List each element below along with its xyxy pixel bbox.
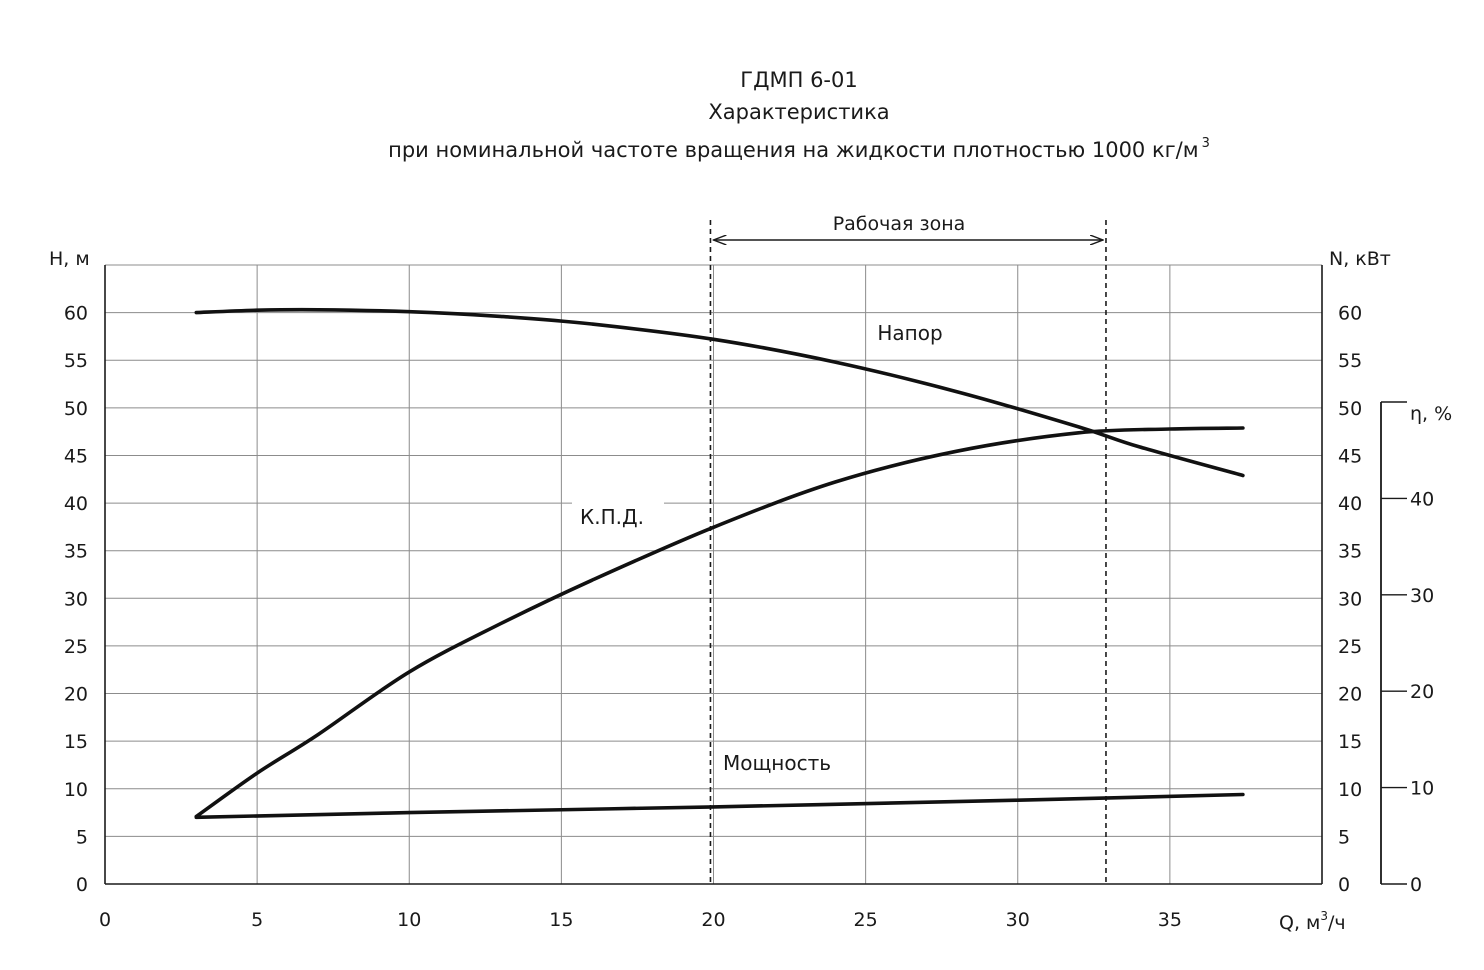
x-tick-label: 15 [549,909,573,931]
y-tick-label-left: 15 [64,731,88,753]
y-tick-label-right: 0 [1338,874,1350,896]
working-zone-label: Рабочая зона [833,213,966,235]
power-curve [194,792,1245,820]
x-tick-label: 10 [397,909,421,931]
x-axis-title-main: Q, м [1279,912,1320,934]
grid [105,264,1322,884]
x-tick-label: 20 [701,909,725,931]
y-tick-label-right: 60 [1338,303,1362,325]
y-axis-left-title: Н, м [49,248,90,270]
x-tick-label: 30 [1006,909,1030,931]
y-tick-label-left: 5 [76,826,88,848]
y-tick-label-right: 25 [1338,636,1362,658]
power-curve-label-bg [715,748,853,778]
efficiency-curve-label: К.П.Д. [580,505,644,529]
y-tick-label-left: 45 [64,445,88,467]
y-tick-label-right: 55 [1338,350,1362,372]
y-tick-label-right: 40 [1338,493,1362,515]
y-tick-label-left: 20 [64,684,88,706]
working-zone: Рабочая зона [709,213,1107,884]
y-tick-label-left: 30 [64,588,88,610]
x-tick-label: 25 [854,909,878,931]
y-tick-label-left: 40 [64,493,88,515]
power-curve-label: Мощность [723,751,831,775]
eta-tick-label: 20 [1410,681,1434,703]
chart-titles: ГДМП 6-01 Характеристика при номинальной… [0,0,1484,190]
x-tick-label: 35 [1158,909,1182,931]
y-tick-label-right: 45 [1338,445,1362,467]
chart-conditions-sup: 3 [1201,136,1210,151]
eta-tick-label: 0 [1410,874,1422,896]
eta-axis-title: η, % [1410,403,1452,425]
y-tick-label-right: 35 [1338,541,1362,563]
y-tick-label-left: 0 [76,874,88,896]
x-axis-title-suffix: /ч [1328,912,1346,934]
head-curve-label: Напор [877,321,942,345]
head-curve-label-bg [872,318,948,348]
y-tick-label-left: 60 [64,303,88,325]
y-tick-label-right: 30 [1338,588,1362,610]
x-tick-label: 0 [99,909,111,931]
y-axis-right-title: N, кВт [1329,248,1391,270]
x-tick-label: 5 [251,909,263,931]
y-tick-label-left: 35 [64,541,88,563]
eta-tick-label: 40 [1410,488,1434,510]
y-tick-label-right: 50 [1338,398,1362,420]
y-tick-label-left: 25 [64,636,88,658]
chart-conditions: при номинальной частоте вращения на жидк… [0,136,1484,162]
y-tick-label-right: 5 [1338,826,1350,848]
y-tick-label-left: 10 [64,779,88,801]
eta-tick-label: 10 [1410,778,1434,800]
chart-subtitle: Характеристика [708,100,890,124]
y-tick-label-left: 50 [64,398,88,420]
axes [104,265,1407,885]
efficiency-curve [194,426,1245,819]
chart-title: ГДМП 6-01 [740,68,858,92]
series [194,307,1245,820]
x-axis-title-sup: 3 [1320,909,1328,923]
head-curve [194,307,1245,478]
y-tick-label-right: 15 [1338,731,1362,753]
efficiency-curve-label-bg [572,502,664,532]
eta-tick-label: 30 [1410,585,1434,607]
y-tick-label-right: 20 [1338,684,1362,706]
chart-conditions-text: при номинальной частоте вращения на жидк… [388,138,1199,162]
y-tick-label-right: 10 [1338,779,1362,801]
y-tick-label-left: 55 [64,350,88,372]
x-axis-title: Q, м3/ч [1279,909,1346,934]
